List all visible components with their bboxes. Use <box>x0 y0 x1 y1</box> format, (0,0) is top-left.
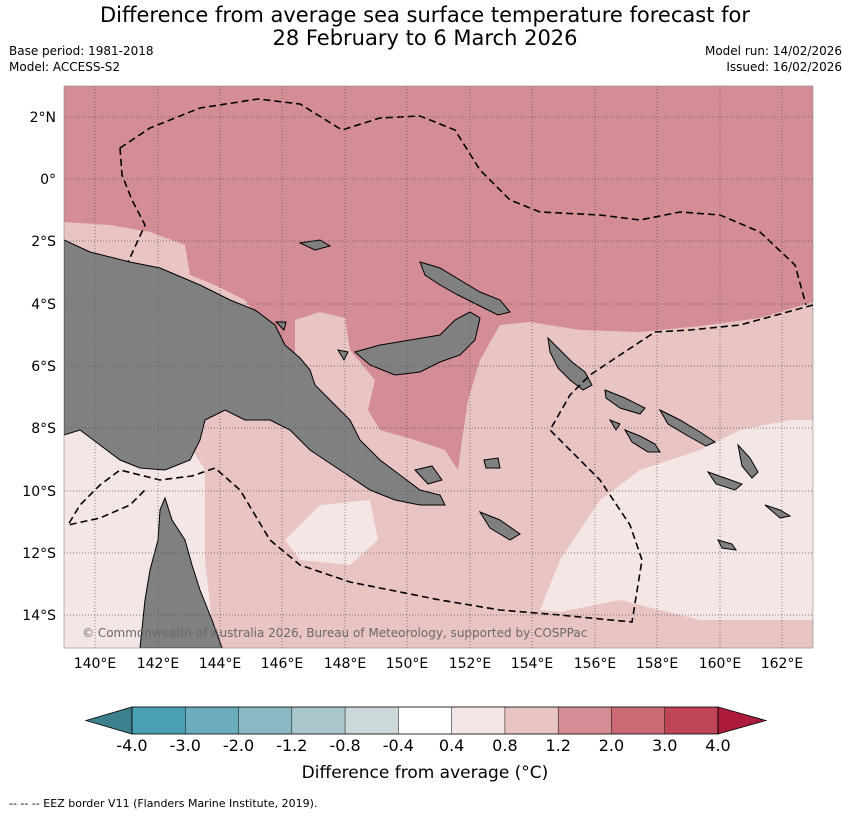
meta-right: Model run: 14/02/2026 Issued: 16/02/2026 <box>705 43 842 75</box>
land-solomon-b <box>658 408 717 447</box>
colorbar-segment <box>185 707 239 734</box>
colorbar-tick-label: 0.4 <box>439 736 464 755</box>
lon-label: 140°E <box>74 656 117 672</box>
land-small-islets <box>274 321 738 551</box>
lat-labels: 2°N 0° 2°S 4°S 6°S 8°S 10°S 12°S 14°S <box>22 110 56 624</box>
model-run-text: Model run: 14/02/2026 <box>704 44 842 58</box>
lon-label: 146°E <box>261 656 304 672</box>
colorbar-extension-low <box>84 706 133 735</box>
colorbar-tick-label: 2.0 <box>599 736 624 755</box>
lon-labels: 140°E 142°E 144°E 146°E 148°E 150°E 152°… <box>74 656 804 672</box>
land-new-britain <box>353 311 481 376</box>
issued-text: Issued: 16/02/2026 <box>726 60 842 74</box>
colorbar-tick-label: -3.0 <box>170 736 201 755</box>
colorbar-segment <box>664 707 718 734</box>
map-area: © Commonwealth of Australia 2026, Bureau… <box>64 86 813 648</box>
lon-label: 144°E <box>199 656 242 672</box>
lat-label: 10°S <box>22 484 56 500</box>
colorbar-segment <box>558 707 612 734</box>
colorbar-segment <box>611 707 665 734</box>
colorbar-tick-label: -0.4 <box>383 736 414 755</box>
lat-label: 0° <box>40 172 56 188</box>
colorbar-tick-label: -4.0 <box>116 736 147 755</box>
anomaly-zone-medium-se <box>790 626 813 648</box>
lon-label: 162°E <box>761 656 804 672</box>
lon-label: 152°E <box>449 656 492 672</box>
lat-label: 4°S <box>31 297 56 313</box>
model-text: Model: ACCESS-S2 <box>9 60 121 74</box>
colorbar-tick-label: 3.0 <box>652 736 677 755</box>
colorbar-segment <box>132 707 186 734</box>
lat-label: 8°S <box>31 421 56 437</box>
lon-label: 148°E <box>324 656 367 672</box>
map-frame <box>63 85 814 649</box>
land-solomon-c <box>623 428 661 453</box>
lat-label: 2°S <box>31 234 56 250</box>
map-title: Difference from average sea surface temp… <box>0 4 850 50</box>
colorbar-segment <box>451 707 505 734</box>
lon-label: 156°E <box>574 656 617 672</box>
lat-label: 14°S <box>22 608 56 624</box>
land-cape-york <box>139 496 223 648</box>
colorbar-title: Difference from average (°C) <box>301 763 549 783</box>
copyright-text: © Commonwealth of Australia 2026, Bureau… <box>82 626 587 640</box>
base-period-text: Base period: 1981-2018 <box>9 44 154 58</box>
lon-label: 142°E <box>137 656 180 672</box>
title-line-1: Difference from average sea surface temp… <box>100 3 750 27</box>
lon-label: 154°E <box>511 656 554 672</box>
anomaly-zone-light-tongue <box>285 500 378 565</box>
land-rennell <box>764 504 792 519</box>
lat-label: 2°N <box>30 110 56 126</box>
title-line-2: 28 February to 6 March 2026 <box>272 26 578 50</box>
graticule <box>64 86 813 648</box>
colorbar-tick-label: 4.0 <box>705 736 730 755</box>
meta-left: Base period: 1981-2018 Model: ACCESS-S2 <box>9 43 154 75</box>
lon-label: 150°E <box>386 656 429 672</box>
eez-legend-text: -- -- -- EEZ border V11 (Flanders Marine… <box>9 797 318 810</box>
colorbar-frame <box>131 706 719 735</box>
colorbar-tick-label: -0.8 <box>329 736 360 755</box>
lon-label: 160°E <box>699 656 742 672</box>
land-new-guinea <box>64 239 446 506</box>
land-new-ireland <box>419 261 511 316</box>
colorbar: -4.0 -3.0 -2.0 -1.2 -0.8 -0.4 0.4 0.8 1.2 2.0 3.0 4… <box>84 706 768 755</box>
land-solomon-e <box>706 471 743 491</box>
colorbar-tick-label: 0.8 <box>492 736 517 755</box>
land-solomon-d <box>737 443 759 479</box>
lat-label: 6°S <box>31 359 56 375</box>
colorbar-extension-high <box>717 706 768 735</box>
colorbar-segment <box>345 707 399 734</box>
colorbar-tick-label: -1.2 <box>276 736 307 755</box>
lat-label: 12°S <box>22 546 56 562</box>
colorbar-tick-label: -2.0 <box>223 736 254 755</box>
land-solomon-a <box>604 389 646 415</box>
colorbar-segment <box>398 707 452 734</box>
land-bougainville <box>547 336 593 391</box>
colorbar-tick-label: 1.2 <box>545 736 570 755</box>
colorbar-segment <box>238 707 292 734</box>
colorbar-segment <box>291 707 346 734</box>
colorbar-segment <box>504 707 559 734</box>
lon-label: 158°E <box>636 656 679 672</box>
